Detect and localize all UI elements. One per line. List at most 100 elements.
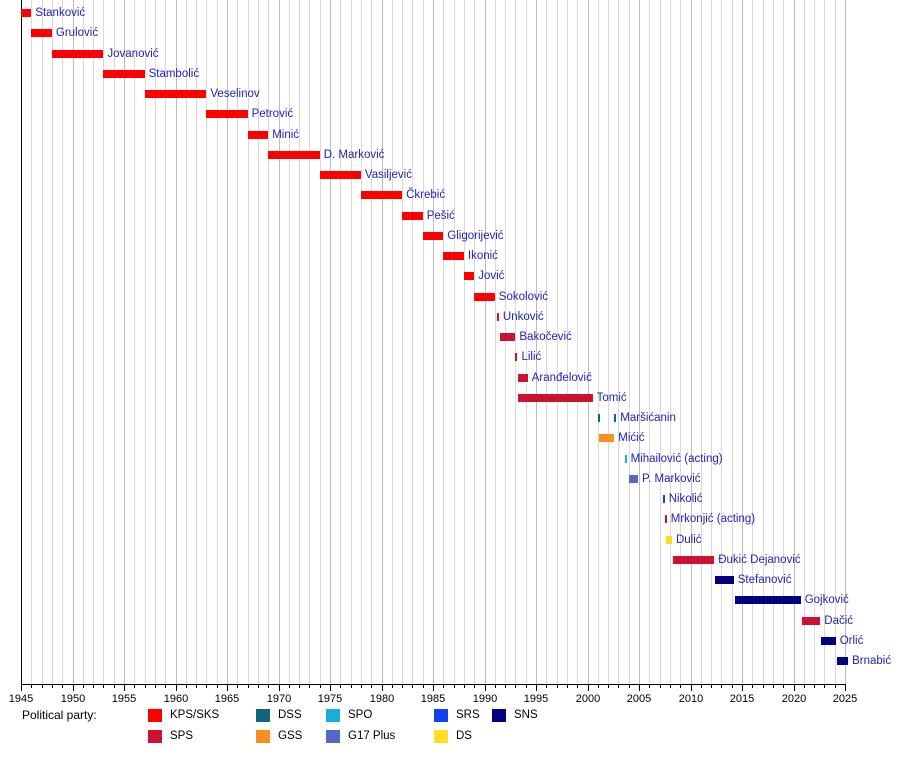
- timeline-bar[interactable]: [821, 636, 836, 645]
- x-tick: [804, 684, 805, 688]
- timeline-bar[interactable]: [664, 515, 667, 524]
- timeline-bar[interactable]: [628, 474, 638, 483]
- x-tick: [402, 684, 403, 688]
- timeline-row[interactable]: Gojković: [0, 592, 900, 612]
- timeline-row[interactable]: Minić: [0, 127, 900, 147]
- timeline-bar[interactable]: [734, 596, 801, 605]
- timeline-bar[interactable]: [443, 252, 464, 260]
- timeline-row[interactable]: Jovanović: [0, 46, 900, 66]
- timeline-row[interactable]: Đukić Dejanović: [0, 552, 900, 572]
- timeline-row[interactable]: Nikolić: [0, 491, 900, 511]
- gridline: [103, 0, 104, 684]
- timeline-row[interactable]: Čkrebić: [0, 187, 900, 207]
- timeline-row[interactable]: D. Marković: [0, 147, 900, 167]
- timeline-row[interactable]: Aranđelović: [0, 370, 900, 390]
- timeline-row[interactable]: Maršićanin: [0, 410, 900, 430]
- timeline-bar-label: Brnabić: [852, 655, 892, 667]
- x-tick: [783, 684, 784, 688]
- x-tick: [423, 684, 424, 688]
- timeline-bar[interactable]: [496, 312, 499, 321]
- gridline: [31, 0, 32, 684]
- timeline-bar[interactable]: [21, 9, 32, 17]
- gridline: [763, 0, 764, 684]
- x-tick: [485, 684, 486, 691]
- timeline-row[interactable]: Orlić: [0, 633, 900, 653]
- timeline-bar[interactable]: [319, 171, 361, 179]
- timeline-bar[interactable]: [801, 616, 821, 625]
- timeline-bar[interactable]: [715, 576, 734, 584]
- timeline-bar[interactable]: [474, 292, 495, 301]
- timeline-bar[interactable]: [672, 555, 715, 564]
- x-tick: [124, 684, 125, 691]
- x-tick: [52, 684, 53, 688]
- timeline-bar[interactable]: [598, 434, 615, 443]
- timeline-bar[interactable]: [360, 191, 403, 200]
- timeline-bar[interactable]: [402, 211, 423, 220]
- timeline-row[interactable]: Veselinov: [0, 86, 900, 106]
- timeline-row[interactable]: Dulić: [0, 532, 900, 552]
- gridline: [392, 0, 393, 684]
- gridline: [742, 0, 743, 684]
- timeline-bar[interactable]: [624, 454, 627, 463]
- gridline: [248, 0, 249, 684]
- timeline-bar[interactable]: [614, 414, 617, 422]
- timeline-row[interactable]: Brnabić: [0, 653, 900, 673]
- x-tick: [588, 684, 589, 691]
- timeline-row[interactable]: Ikonić: [0, 248, 900, 268]
- timeline-row[interactable]: Mićić: [0, 430, 900, 450]
- timeline-bar[interactable]: [518, 393, 593, 402]
- timeline-row[interactable]: Grulović: [0, 25, 900, 45]
- timeline-row[interactable]: Lilić: [0, 349, 900, 369]
- timeline-bar[interactable]: [665, 535, 672, 544]
- timeline-bar[interactable]: [499, 333, 516, 341]
- timeline-row[interactable]: Sokolović: [0, 289, 900, 309]
- timeline-row[interactable]: Tomić: [0, 390, 900, 410]
- x-tick: [608, 684, 609, 688]
- timeline-row[interactable]: Gligorijević: [0, 228, 900, 248]
- timeline-bar-label: Gojković: [804, 594, 849, 607]
- timeline-row[interactable]: Stefanović: [0, 572, 900, 592]
- timeline-row[interactable]: P. Marković: [0, 471, 900, 491]
- timeline-bar-label: Vasiljević: [364, 169, 412, 181]
- timeline-row[interactable]: Mihailović (acting): [0, 451, 900, 471]
- timeline-bar[interactable]: [206, 110, 248, 119]
- timeline-row[interactable]: Unković: [0, 309, 900, 329]
- timeline-row[interactable]: Bakočević: [0, 329, 900, 349]
- timeline-bar-label: Nikolić: [668, 493, 703, 505]
- timeline-bar[interactable]: [268, 150, 320, 159]
- timeline-bar[interactable]: [144, 90, 207, 98]
- gridline: [93, 0, 94, 684]
- x-tick-label: 2015: [729, 693, 755, 705]
- timeline-row[interactable]: Petrović: [0, 106, 900, 126]
- gridline: [536, 0, 537, 684]
- timeline-bar[interactable]: [515, 353, 518, 362]
- x-tick: [268, 684, 269, 688]
- timeline-bar[interactable]: [518, 373, 528, 382]
- timeline-bar-label: Veselinov: [210, 88, 260, 100]
- gridline: [124, 0, 125, 684]
- timeline-bar[interactable]: [597, 414, 600, 422]
- timeline-bar[interactable]: [422, 231, 444, 240]
- gridline: [330, 0, 331, 684]
- timeline-row[interactable]: Stanković: [0, 5, 900, 25]
- x-tick: [114, 684, 115, 688]
- x-tick: [711, 684, 712, 688]
- timeline-row[interactable]: Vasiljević: [0, 167, 900, 187]
- gridline: [289, 0, 290, 684]
- timeline-row[interactable]: Pešić: [0, 208, 900, 228]
- timeline-row[interactable]: Stambolić: [0, 66, 900, 86]
- timeline-bar[interactable]: [51, 49, 104, 58]
- gridline: [402, 0, 403, 684]
- timeline-row[interactable]: Dačić: [0, 613, 900, 633]
- x-tick: [289, 684, 290, 688]
- timeline-row[interactable]: Jović: [0, 268, 900, 288]
- gridline: [258, 0, 259, 684]
- timeline-bar[interactable]: [662, 495, 665, 503]
- timeline-bar[interactable]: [463, 272, 475, 281]
- gridline: [598, 0, 599, 684]
- timeline-bar[interactable]: [247, 130, 269, 139]
- timeline-bar[interactable]: [103, 69, 145, 78]
- timeline-row[interactable]: Mrkonjić (acting): [0, 511, 900, 531]
- timeline-bar[interactable]: [836, 657, 849, 665]
- timeline-bar[interactable]: [31, 29, 52, 38]
